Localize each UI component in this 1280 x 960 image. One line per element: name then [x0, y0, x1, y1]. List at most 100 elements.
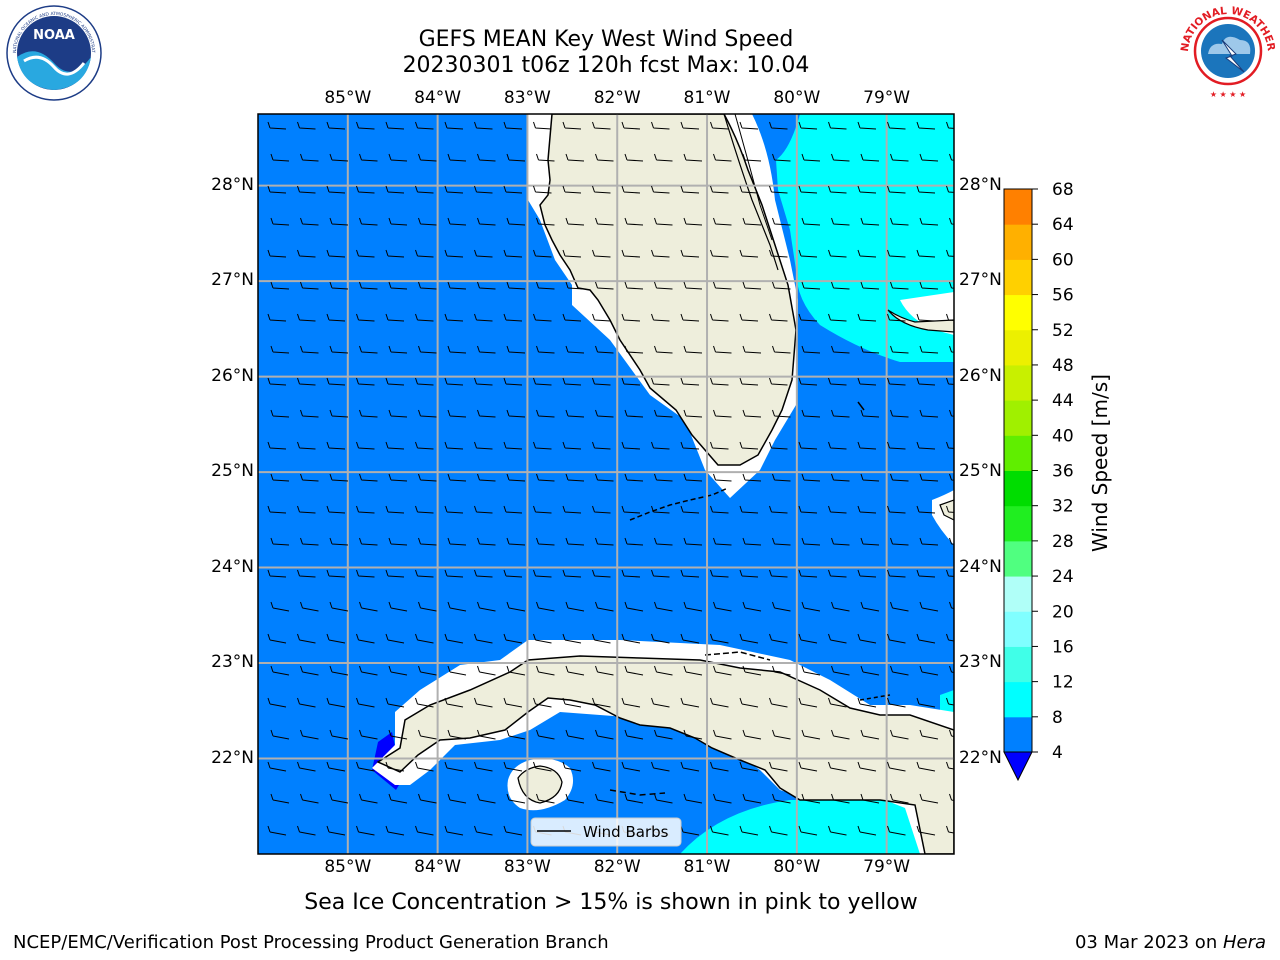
wind-barb — [415, 569, 434, 578]
wind-barb — [267, 121, 287, 130]
wind-barb — [565, 793, 585, 804]
wind-barb — [713, 281, 732, 290]
colorbar-segment — [1004, 681, 1032, 718]
wind-barb — [356, 761, 375, 772]
wind-barb — [418, 665, 437, 676]
wind-barb — [503, 121, 523, 130]
wind-barb — [477, 473, 496, 482]
wind-barb — [415, 505, 434, 514]
wind-barb — [887, 185, 906, 194]
wind-barb — [860, 281, 880, 290]
wind-barb — [860, 729, 880, 740]
wind-barb — [798, 377, 818, 386]
wind-barb — [444, 185, 464, 194]
wind-barb — [916, 185, 936, 194]
wind-barb — [801, 473, 821, 482]
wind-barb — [828, 121, 847, 130]
wind-barb — [831, 729, 850, 740]
wind-barb — [297, 761, 316, 772]
wind-barb — [477, 729, 496, 740]
wind-barb — [739, 569, 759, 578]
wind-barb — [329, 345, 349, 354]
colorbar-tick-label: 28 — [1052, 532, 1074, 552]
wind-barb — [919, 665, 939, 676]
wind-barb — [857, 633, 877, 644]
wind-barb — [562, 761, 582, 772]
wind-barb — [713, 665, 732, 676]
wind-barb — [772, 537, 791, 546]
wind-barb — [857, 825, 877, 836]
wind-barb — [654, 537, 673, 546]
wind-barb — [769, 121, 788, 130]
wind-barb — [506, 409, 526, 418]
wind-barb — [769, 697, 788, 708]
wind-barb — [536, 217, 555, 226]
wind-barb — [415, 697, 434, 708]
wind-barb — [946, 377, 954, 385]
wind-barb — [654, 601, 673, 612]
wind-barb — [477, 345, 496, 354]
wind-barb — [592, 441, 611, 450]
colorbar-segment — [1004, 505, 1032, 542]
map-gridlines — [258, 114, 954, 854]
wind-barb — [890, 601, 909, 612]
wind-barb — [300, 473, 319, 482]
wind-barb — [270, 153, 290, 162]
wind-barb — [919, 217, 939, 226]
wind-barb — [887, 441, 906, 450]
wind-barb — [385, 121, 405, 130]
wind-barb — [595, 409, 614, 418]
wind-barb — [356, 377, 375, 386]
wind-barb — [890, 537, 909, 546]
wind-barb — [415, 121, 434, 130]
wind-barb — [828, 633, 847, 644]
wind-barb — [742, 537, 762, 546]
wind-barb — [388, 473, 408, 482]
wind-barb — [565, 729, 585, 740]
wind-barb — [385, 761, 405, 772]
wind-barb — [418, 793, 437, 804]
wind-barb — [388, 729, 408, 740]
wind-barb — [388, 793, 408, 804]
wind-barb — [329, 793, 349, 804]
wind-barb — [710, 697, 729, 708]
wind-barb — [651, 313, 670, 322]
wind-barb — [326, 633, 346, 644]
wind-barb — [801, 153, 821, 162]
wind-barb — [831, 217, 850, 226]
wind-barb — [857, 697, 877, 708]
wind-barb — [919, 153, 939, 162]
wind-barb — [949, 793, 954, 801]
wind-barb — [474, 505, 493, 514]
wind-barb — [949, 665, 954, 673]
wind-barb — [742, 281, 762, 290]
wind-barb — [536, 409, 555, 418]
wind-barb — [388, 601, 408, 612]
wind-barb — [831, 153, 850, 162]
wind-barb — [651, 121, 670, 130]
wind-barb — [297, 569, 316, 578]
wind-barb — [828, 185, 847, 194]
wind-barb — [683, 473, 703, 482]
wind-barb — [447, 281, 467, 290]
wind-barb — [267, 249, 287, 258]
wind-barb — [503, 825, 523, 836]
wind-barb — [742, 473, 762, 482]
wind-barb — [385, 633, 405, 644]
wind-barb — [887, 761, 906, 772]
wind-barb — [680, 121, 700, 130]
wind-barb — [385, 249, 405, 258]
wind-barb — [415, 825, 434, 836]
wind-barb — [772, 473, 791, 482]
wind-barb — [444, 121, 464, 130]
wind-barb — [447, 409, 467, 418]
wind-barb — [359, 729, 378, 740]
wind-barb — [916, 377, 936, 386]
wind-barb — [503, 185, 523, 194]
wind-barb — [772, 153, 791, 162]
wind-barb — [477, 409, 496, 418]
wind-barb — [710, 249, 729, 258]
colorbar-tick-label: 40 — [1052, 426, 1074, 446]
lat-tick-right: 28°N — [959, 174, 1002, 195]
